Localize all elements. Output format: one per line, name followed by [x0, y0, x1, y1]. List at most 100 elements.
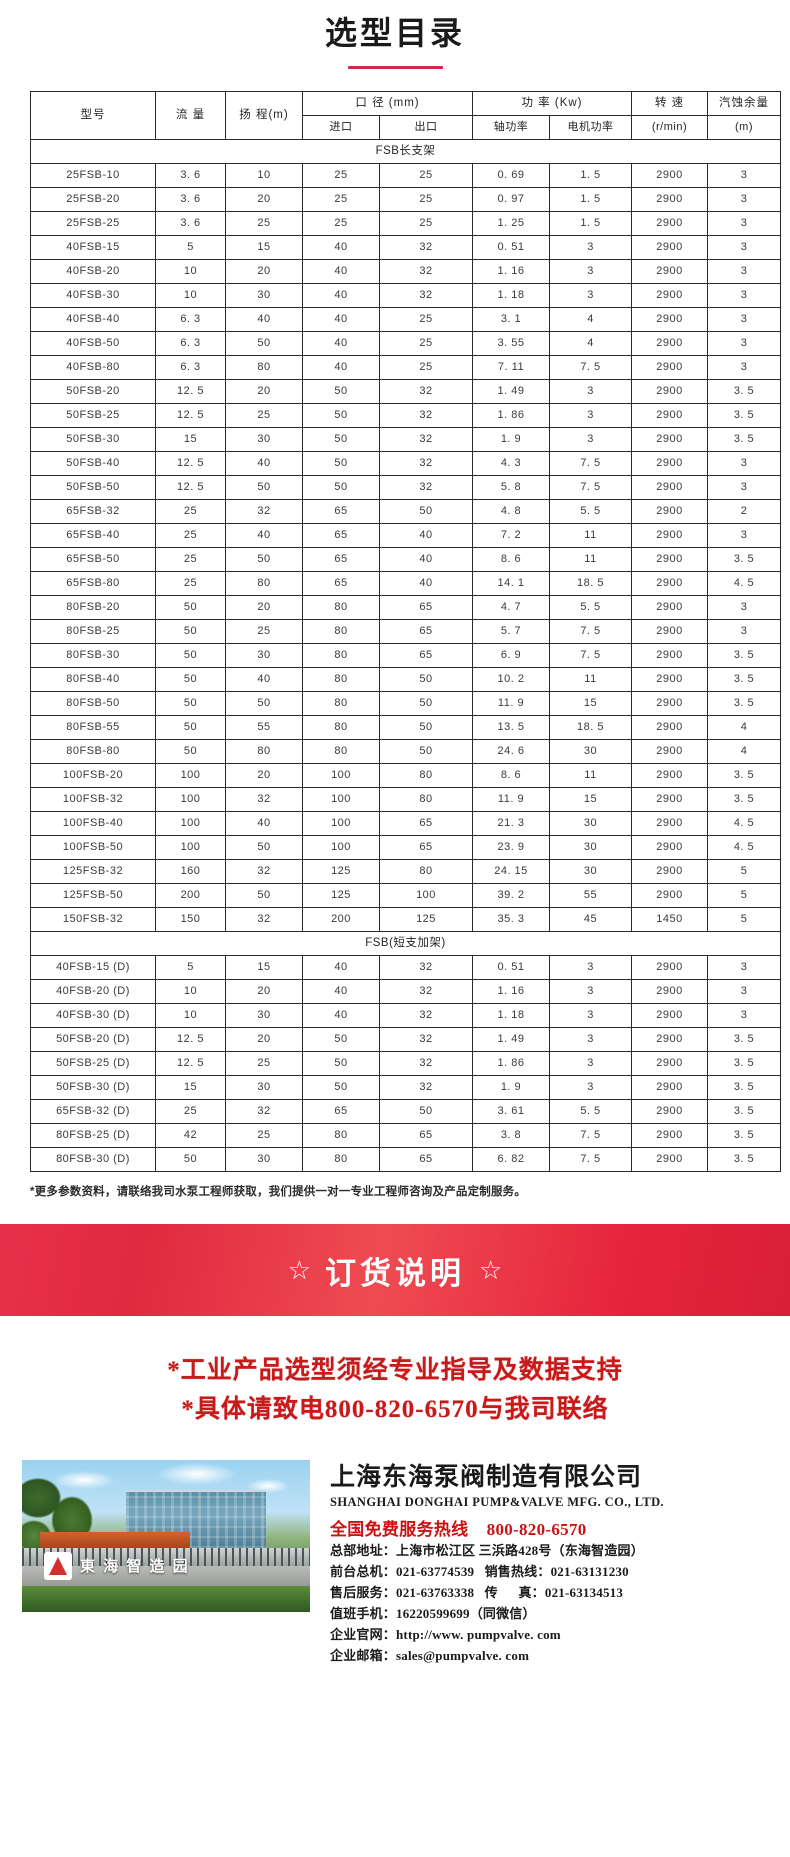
cell-model: 80FSB-40	[30, 667, 156, 693]
table-row: 50FSB-25 (D) 12. 5 25 50 32 1. 86 3 2900 3. 5	[30, 1051, 781, 1077]
cell-value: 50	[379, 691, 473, 717]
cell-value: 3	[707, 619, 781, 645]
cell-value: 3. 6	[155, 163, 226, 189]
cell-value: 32	[225, 907, 303, 933]
hotline: 全国免费服务热线 800-820-6570	[330, 1515, 664, 1540]
cell-value: 2900	[631, 1147, 708, 1173]
cell-value: 3. 5	[707, 427, 781, 453]
cell-value: 40	[302, 979, 380, 1005]
cell-value: 32	[379, 451, 473, 477]
cell-model: 80FSB-50	[30, 691, 156, 717]
cell-value: 3	[707, 451, 781, 477]
roof-decoration	[40, 1531, 190, 1548]
table-row: 25FSB-20 3. 6 20 25 25 0. 97 1. 5 2900 3	[30, 187, 781, 213]
cell-value: 18. 5	[549, 571, 632, 597]
cell-value: 25	[225, 1051, 303, 1077]
cell-value: 12. 5	[155, 475, 226, 501]
cell-model: 50FSB-25 (D)	[30, 1051, 156, 1077]
cell-value: 50	[225, 883, 303, 909]
cell-value: 80	[379, 787, 473, 813]
cell-model: 80FSB-25 (D)	[30, 1123, 156, 1149]
col-header-speed-unit: (r/min)	[631, 115, 708, 141]
spec-table-container: 型号 流 量 扬 程(m) 口 径 (mm) 功 率 (Kw) 转 速 汽蚀余量…	[30, 91, 781, 1173]
cell-value: 15	[549, 691, 632, 717]
cell-value: 40	[225, 667, 303, 693]
cell-value: 3. 5	[707, 643, 781, 669]
cell-model: 50FSB-40	[30, 451, 156, 477]
cell-value: 4. 5	[707, 571, 781, 597]
cell-value: 14. 1	[472, 571, 550, 597]
company-logo-icon	[44, 1551, 72, 1580]
cell-value: 2900	[631, 1051, 708, 1077]
cell-value: 4. 5	[707, 811, 781, 837]
cell-value: 65	[379, 1123, 473, 1149]
cell-value: 3	[707, 1003, 781, 1029]
cell-value: 2900	[631, 475, 708, 501]
table-row: 25FSB-25 3. 6 25 25 25 1. 25 1. 5 2900 3	[30, 211, 781, 237]
cell-value: 7. 5	[549, 475, 632, 501]
table-row: 80FSB-80 50 80 80 50 24. 6 30 2900 4	[30, 739, 781, 765]
cell-value: 32	[379, 1075, 473, 1101]
cell-value: 13. 5	[472, 715, 550, 741]
cell-value: 5. 5	[549, 1099, 632, 1125]
contact-line: 售后服务：021-63763338 传 真：021-63134513	[330, 1585, 624, 1601]
cell-value: 0. 51	[472, 955, 550, 981]
cell-value: 1. 16	[472, 259, 550, 285]
cell-value: 11. 9	[472, 787, 550, 813]
cell-value: 5	[155, 955, 226, 981]
table-row: 40FSB-30 (D) 10 30 40 32 1. 18 3 2900 3	[30, 1003, 781, 1029]
cell-model: 40FSB-15 (D)	[30, 955, 156, 981]
cell-value: 3	[707, 955, 781, 981]
cell-value: 125	[302, 859, 380, 885]
cell-value: 80	[302, 667, 380, 693]
cell-value: 80	[302, 715, 380, 741]
cell-value: 4. 5	[707, 835, 781, 861]
cell-value: 32	[379, 1051, 473, 1077]
cell-value: 10	[155, 259, 226, 285]
cell-value: 8. 6	[472, 547, 550, 573]
cell-value: 125	[302, 883, 380, 909]
cell-model: 100FSB-40	[30, 811, 156, 837]
cell-value: 2900	[631, 571, 708, 597]
cell-value: 50	[155, 619, 226, 645]
cell-value: 3	[549, 235, 632, 261]
cell-value: 2900	[631, 1099, 708, 1125]
col-header-npsh: 汽蚀余量	[707, 91, 781, 117]
table-row: 50FSB-50 12. 5 50 50 32 5. 8 7. 5 2900 3	[30, 475, 781, 501]
cell-value: 24. 15	[472, 859, 550, 885]
cell-value: 50	[302, 475, 380, 501]
cell-value: 32	[379, 1027, 473, 1053]
cell-value: 10. 2	[472, 667, 550, 693]
cell-value: 2	[707, 499, 781, 525]
cell-value: 50	[302, 1075, 380, 1101]
cell-value: 11	[549, 763, 632, 789]
cell-value: 20	[225, 763, 303, 789]
cell-value: 5	[707, 859, 781, 885]
cell-value: 32	[379, 259, 473, 285]
cell-model: 80FSB-30 (D)	[30, 1147, 156, 1173]
banner-title: 订货说明	[325, 1255, 465, 1291]
cell-value: 20	[225, 379, 303, 405]
cell-value: 3	[549, 379, 632, 405]
col-header-shaft-power: 轴功率	[472, 115, 550, 141]
table-row: 65FSB-32 (D) 25 32 65 50 3. 61 5. 5 2900 3. 5	[30, 1099, 781, 1125]
cell-model: 65FSB-80	[30, 571, 156, 597]
cell-value: 50	[302, 1051, 380, 1077]
cell-value: 40	[302, 283, 380, 309]
cell-value: 30	[225, 643, 303, 669]
cell-value: 4	[549, 307, 632, 333]
cell-value: 11	[549, 547, 632, 573]
col-header-diameter-group: 口 径 (mm)	[302, 91, 473, 117]
table-row: 50FSB-20 (D) 12. 5 20 50 32 1. 49 3 2900 3. 5	[30, 1027, 781, 1053]
table-body: FSB长支架 25FSB-10 3. 6 10 25 25 0. 69 1. 5 2900 3 25…	[30, 139, 781, 1173]
cell-value: 5. 5	[549, 595, 632, 621]
cell-value: 32	[225, 1099, 303, 1125]
cell-value: 3	[707, 595, 781, 621]
company-name-cn: 上海东海泵阀制造有限公司	[330, 1462, 643, 1491]
table-row: 65FSB-80 25 80 65 40 14. 1 18. 5 2900 4. 5	[30, 571, 781, 597]
star-icon-right: ☆	[479, 1255, 503, 1286]
table-row: 65FSB-40 25 40 65 40 7. 2 11 2900 3	[30, 523, 781, 549]
cell-value: 3. 5	[707, 403, 781, 429]
cell-value: 32	[379, 403, 473, 429]
cell-value: 4	[707, 739, 781, 765]
